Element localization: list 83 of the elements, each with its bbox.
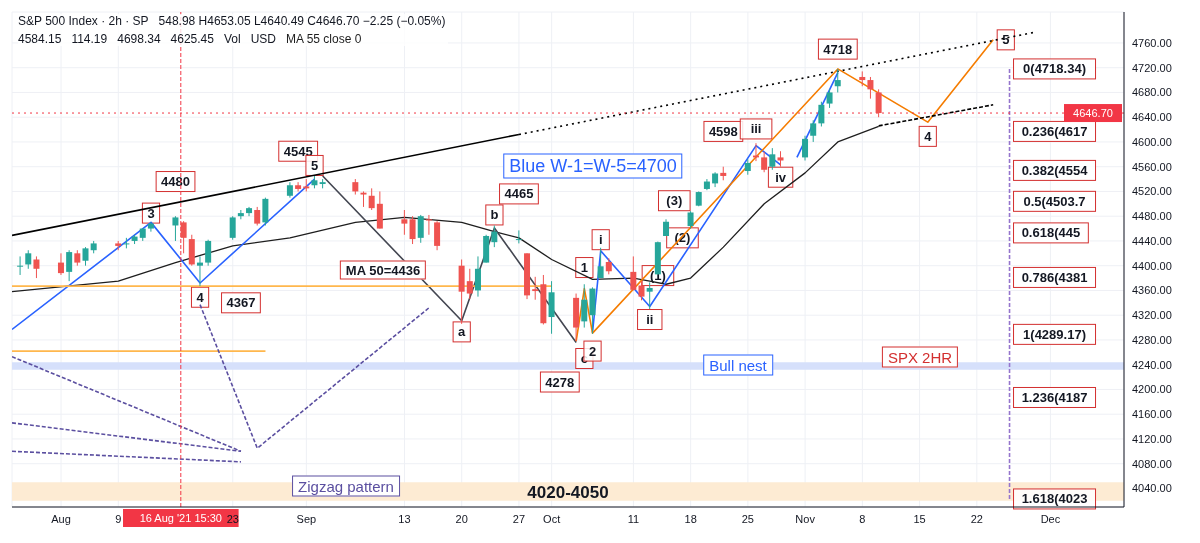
annotation: 1.618(4023 <box>1021 491 1088 507</box>
annotation: 5 <box>310 157 319 173</box>
annotation: 4698.34 <box>117 32 161 46</box>
annotation: 4545 <box>283 143 313 159</box>
x-tick-label: Sep <box>296 512 317 525</box>
annotation: 4718 <box>823 41 853 57</box>
annotation: 1(4289.17) <box>1023 326 1086 342</box>
y-tick-label: 4520.00 <box>1132 185 1172 198</box>
y-tick-label: 4040.00 <box>1132 482 1172 495</box>
annotation: 1.236(4187 <box>1021 389 1088 405</box>
ref-line-label: 4646.70 <box>1073 107 1113 120</box>
annotation: Vol <box>223 32 241 46</box>
y-tick-label: 4440.00 <box>1132 234 1172 247</box>
annotation: 0.5(4503.7 <box>1023 193 1086 209</box>
x-tick-label: Nov <box>795 512 816 525</box>
y-tick-label: 4080.00 <box>1132 457 1172 470</box>
annotation: 1 <box>580 260 588 276</box>
annotation: 4278 <box>545 374 575 390</box>
annotation: (3) <box>666 193 683 209</box>
x-tick-label: 13 <box>398 512 411 525</box>
y-tick-label: 4480.00 <box>1132 210 1172 223</box>
x-tick-label: 11 <box>627 512 640 525</box>
x-tick-label: 25 <box>741 512 755 525</box>
y-tick-label: 4760.00 <box>1132 36 1172 49</box>
text: MA 55 close 0 <box>286 32 362 46</box>
annotation: MA 50=4436 <box>339 260 427 280</box>
annotation: 4 <box>196 289 205 305</box>
annotation: 4598 <box>708 123 738 139</box>
y-tick-label: 4680.00 <box>1132 86 1172 99</box>
x-tick-label: Dec <box>1040 512 1061 525</box>
band-label: 4020-4050 <box>527 482 609 502</box>
annotation: 4625.45 <box>170 32 214 46</box>
y-tick-label: 4280.00 <box>1132 333 1172 346</box>
y-tick-label: 4400.00 <box>1132 259 1172 272</box>
annotation: SPX 2HR <box>881 346 959 368</box>
x-tick-label: 15 <box>913 512 926 525</box>
y-tick-label: 4600.00 <box>1132 135 1172 148</box>
y-tick-label: 4240.00 <box>1132 358 1172 371</box>
annotation: 2 <box>588 343 597 359</box>
annotation: 5 <box>1002 32 1010 48</box>
annotation: 548.98 H4653.05 L4640.49 C4646.70 −2.25 (−0.05%) <box>158 14 446 28</box>
y-tick-label: 4200.00 <box>1132 383 1172 396</box>
x-tick-label: 8 <box>859 512 866 525</box>
annotation: iv <box>775 169 787 185</box>
annotation: 114.19 <box>71 32 108 46</box>
annotation: 0.786(4381 <box>1021 269 1088 285</box>
annotation: USD <box>250 32 277 46</box>
x-tick-label: 18 <box>684 512 697 525</box>
annotation: iii <box>750 121 762 137</box>
y-tick-label: 4360.00 <box>1132 284 1172 297</box>
annotation: 0(4718.34) <box>1023 61 1086 77</box>
annotation: ii <box>646 312 654 328</box>
y-tick-label: 4120.00 <box>1132 432 1172 445</box>
ref-line-label: 16 Aug '21 15:30 <box>139 512 222 524</box>
x-tick-label: 23 <box>226 512 239 525</box>
x-tick-label: 20 <box>455 512 468 525</box>
y-tick-label: 4560.00 <box>1132 160 1172 173</box>
annotation: a <box>458 324 467 340</box>
annotation: S&P 500 Index · 2h · SP <box>18 14 149 28</box>
annotation: Zigzag pattern <box>292 475 400 497</box>
y-tick-label: 4720.00 <box>1132 61 1172 74</box>
annotation: 4 <box>924 128 933 144</box>
x-tick-label: 27 <box>512 512 526 525</box>
annotation: 0.382(4554 <box>1021 162 1089 178</box>
annotation: 3 <box>147 205 155 221</box>
annotation: 0.236(4617 <box>1021 123 1088 139</box>
x-tick-label: 22 <box>970 512 983 525</box>
x-tick-label: Aug <box>51 512 71 525</box>
annotation: 4465 <box>504 186 534 202</box>
y-tick-label: 4160.00 <box>1132 408 1172 421</box>
y-tick-label: 4640.00 <box>1132 111 1172 124</box>
annotation: 4367 <box>226 295 256 311</box>
annotation: 0.618(445 <box>1021 225 1081 241</box>
x-tick-label: Oct <box>543 512 561 525</box>
annotation: Bull nest <box>703 354 773 376</box>
x-tick-label: 9 <box>115 512 122 525</box>
annotation: b <box>490 207 499 223</box>
annotation: 4480 <box>161 174 190 190</box>
annotation: c <box>580 351 588 366</box>
annotation: Blue W-1=W-5=4700 <box>503 153 683 179</box>
annotation: 4584.15 <box>18 32 62 46</box>
y-tick-label: 4320.00 <box>1132 309 1172 322</box>
annotation: i <box>598 232 603 248</box>
